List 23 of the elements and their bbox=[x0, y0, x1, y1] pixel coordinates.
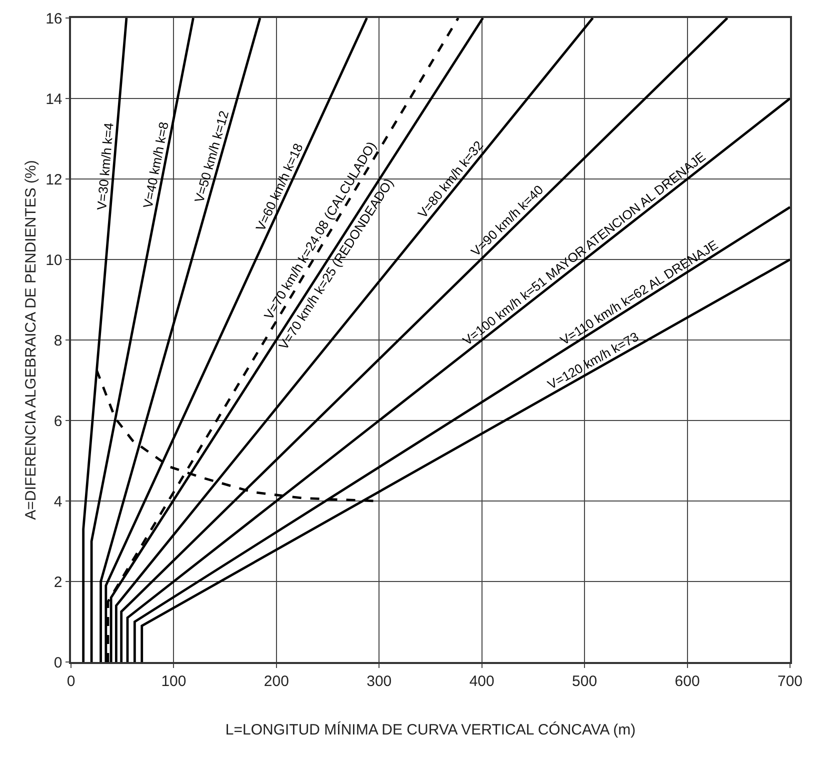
y-tick-label: 10 bbox=[46, 252, 62, 269]
y-tick-label: 8 bbox=[54, 332, 62, 350]
x-tick-label: 600 bbox=[674, 672, 700, 690]
x-tick-label: 500 bbox=[572, 672, 598, 690]
x-tick-label: 100 bbox=[161, 672, 186, 690]
y-tick-label: 12 bbox=[46, 171, 62, 188]
y-tick-label: 2 bbox=[54, 574, 62, 591]
x-tick-label: 700 bbox=[777, 672, 803, 690]
text: V=50 km/h k=12 bbox=[191, 109, 232, 204]
y-tick-label: 4 bbox=[54, 493, 62, 510]
text: V=60 km/h k=18 bbox=[252, 141, 306, 234]
y-axis-title: A=DIFERENCIA ALGEBRAICA DE PENDIENTES (%) bbox=[22, 160, 40, 520]
y-tick-label: 14 bbox=[46, 90, 62, 108]
x-tick-label: 0 bbox=[66, 672, 76, 690]
y-tick-label: 6 bbox=[54, 412, 62, 430]
y-tick-label: 16 bbox=[46, 10, 62, 28]
x-tick-label: 200 bbox=[264, 672, 289, 690]
x-axis-title: L=LONGITUD MÍNIMA DE CURVA VERTICAL CÓNCAVA (m) bbox=[225, 720, 636, 738]
y-tick-label: 0 bbox=[54, 654, 62, 672]
x-tick-label: 400 bbox=[469, 672, 494, 690]
text: V=40 km/h k=8 bbox=[140, 120, 172, 210]
x-tick-label: 300 bbox=[366, 672, 392, 690]
text: V=30 km/h k=4 bbox=[94, 122, 116, 211]
